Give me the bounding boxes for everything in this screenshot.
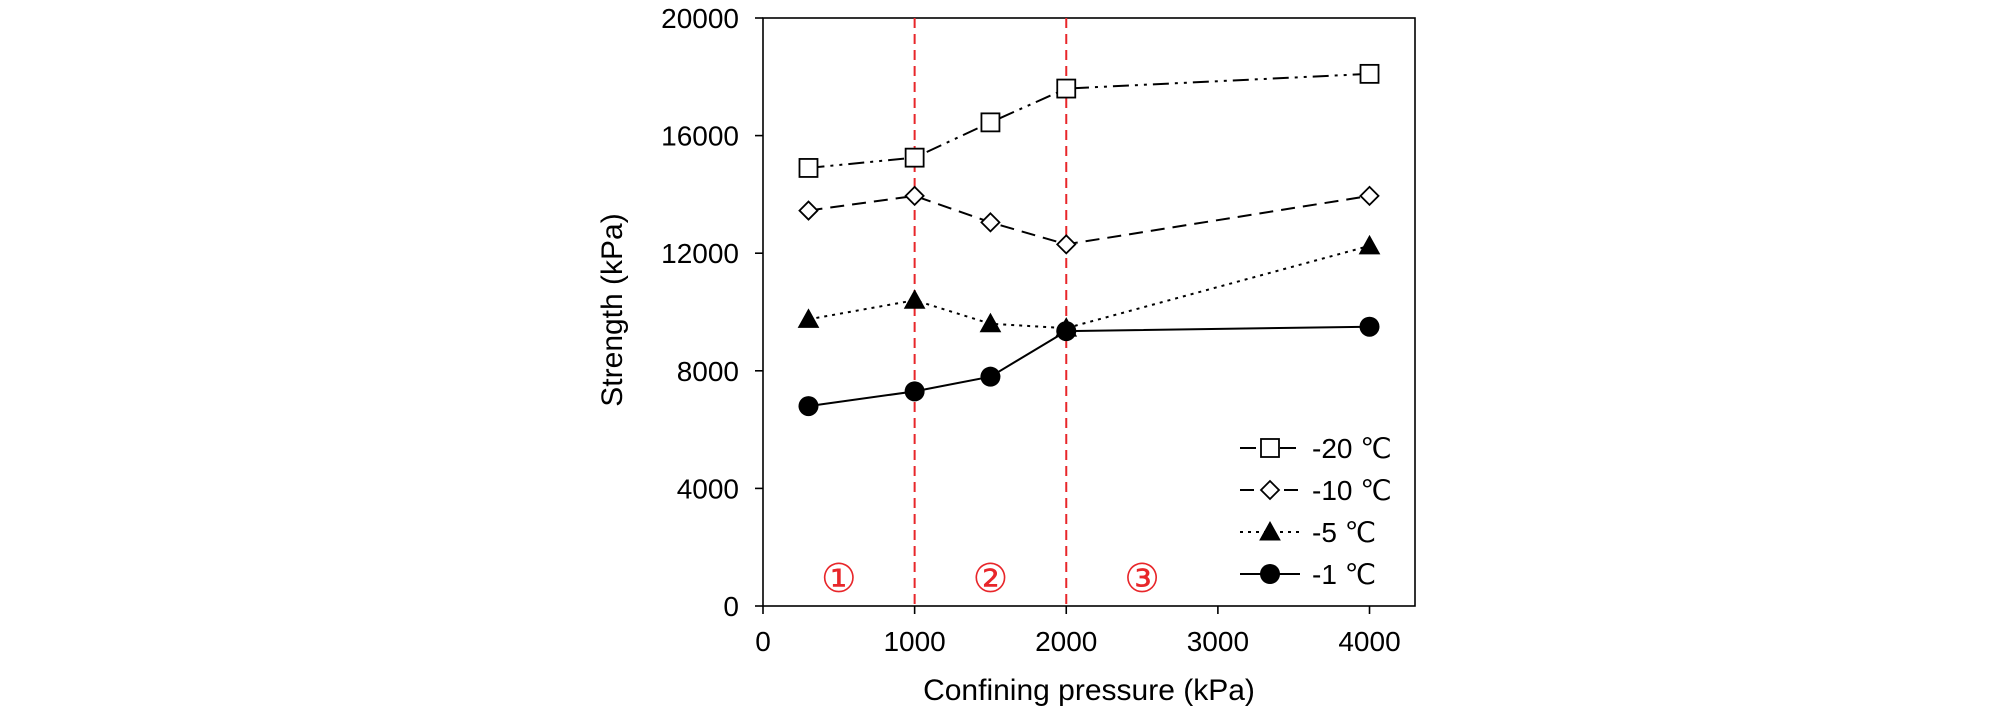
legend-marker [1259,520,1281,541]
legend-item: -5 ℃ [1240,517,1376,548]
x-tick-label: 3000 [1187,626,1249,657]
series-group [797,234,1381,337]
x-tick-label: 0 [755,626,771,657]
plot-frame [762,17,1416,607]
zone-label: ② [973,557,1009,601]
data-point [1056,78,1077,99]
data-point [798,200,819,221]
series-line [808,72,1370,169]
legend-item: -1 ℃ [1240,559,1376,590]
data-point [1056,321,1077,342]
y-tick-label: 16000 [661,121,739,152]
data-point [904,381,925,402]
y-tick-label: 8000 [677,356,739,387]
x-axis-label: Confining pressure (kPa) [923,674,1255,707]
legend-marker [1260,438,1280,458]
data-point [980,112,1001,133]
y-tick-label: 20000 [661,3,739,34]
data-point [904,185,925,207]
x-tick-label: 1000 [883,626,945,657]
zone-label: ① [821,557,857,601]
series-group [798,316,1380,417]
legend-label: -10 ℃ [1312,475,1392,506]
series-group [798,185,1380,255]
legend-marker [1260,564,1280,584]
series-line [808,244,1370,330]
data-point [980,212,1001,233]
legend-marker [1259,479,1281,501]
series-line [808,325,1370,408]
data-point [797,308,820,328]
data-point [903,289,926,309]
y-tick-label: 12000 [661,238,739,269]
y-tick-label: 0 [723,591,739,622]
legend-label: -5 ℃ [1312,517,1376,548]
data-point [1359,63,1380,84]
legend-label: -20 ℃ [1312,433,1392,464]
x-tick-label: 4000 [1338,626,1400,657]
data-point [798,396,819,417]
y-tick-label: 4000 [677,473,739,504]
x-tick-label: 2000 [1035,626,1097,657]
series-line [808,194,1370,246]
legend-label: -1 ℃ [1312,559,1376,590]
legend-item: -10 ℃ [1240,475,1392,506]
data-point [1359,185,1380,207]
data-point [980,366,1001,387]
data-point [798,158,819,178]
data-point [1055,234,1077,255]
data-point [904,147,925,168]
y-axis-label: Strength (kPa) [596,213,629,406]
legend-item: -20 ℃ [1240,433,1392,464]
data-point [1359,316,1380,337]
data-point [979,312,1002,333]
series-group [798,63,1380,178]
data-point [1358,234,1381,255]
zone-label: ③ [1124,557,1160,601]
